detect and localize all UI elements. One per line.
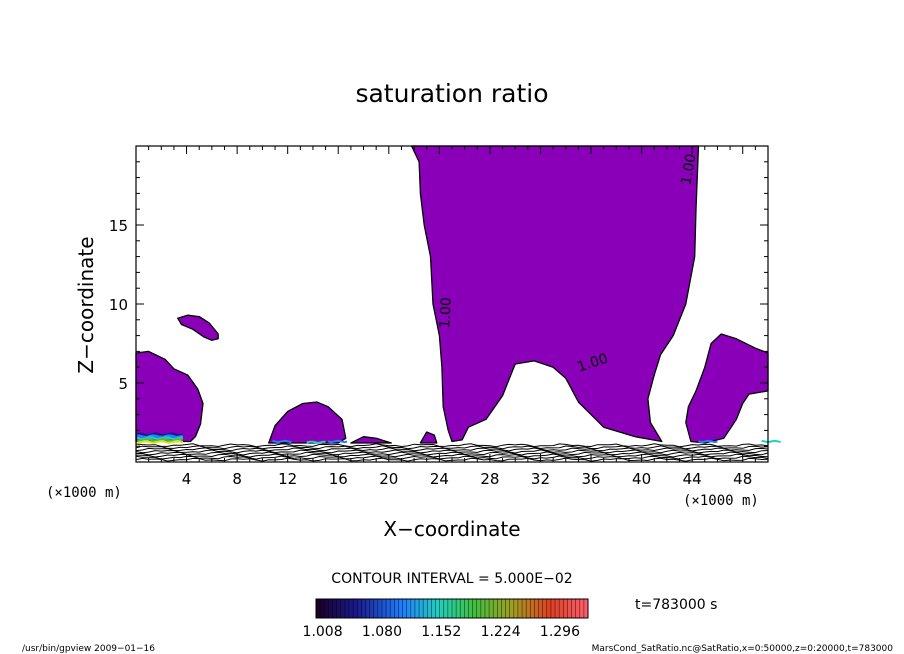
- x-tick-label: 48: [733, 470, 752, 488]
- y-axis-label: Z−coordinate: [74, 236, 98, 373]
- x-tick-label: 8: [232, 470, 242, 488]
- contour-region-left-plume: [135, 350, 204, 443]
- y-ticks: 5 10 15: [109, 145, 768, 463]
- supersaturation-contour: [272, 439, 292, 444]
- contour-region-right-plume: [685, 333, 769, 444]
- x-tick-label: 32: [531, 470, 550, 488]
- x-tick-label: 28: [480, 470, 499, 488]
- x-axis-label: X−coordinate: [383, 517, 520, 541]
- colorbar-tick-label: 1.296: [540, 624, 580, 640]
- supersaturation-contour: [761, 439, 781, 444]
- surface-contour-line: [135, 445, 769, 450]
- x-tick-label: 12: [278, 470, 297, 488]
- time-label: t=783000 s: [635, 597, 717, 613]
- colorbar-tick-label: 1.152: [421, 624, 461, 640]
- x-tick-label: 44: [683, 470, 702, 488]
- surface-contour-line: [135, 453, 769, 458]
- supersaturation-contour: [306, 440, 326, 444]
- supersaturation-contour: [327, 439, 348, 444]
- supersaturation-contour: [137, 436, 183, 441]
- contour-region-surface-bump-1: [350, 436, 392, 444]
- supersaturation-contour: [137, 434, 184, 439]
- contour-interval: CONTOUR INTERVAL = 5.000E−02: [331, 571, 572, 587]
- supersaturation-contour: [137, 438, 183, 442]
- footer-left: /usr/bin/gpview 2009−01−16: [22, 644, 155, 654]
- y-tick-label: 10: [109, 296, 128, 314]
- surface-contour-line: [135, 447, 769, 452]
- x-unit-right: (×1000 m): [683, 493, 759, 509]
- y-tick-label: 15: [109, 217, 128, 235]
- contour-region-central-plume: [410, 145, 700, 443]
- contour-label-top: 1.00: [678, 153, 699, 186]
- x-tick-label: 20: [379, 470, 398, 488]
- supersaturation-contour: [698, 439, 718, 444]
- contour-region-small-blob: [177, 314, 219, 341]
- y-tick-label: 5: [118, 375, 128, 393]
- contour-region-mid-mound: [268, 401, 347, 444]
- x-unit-left: (×1000 m): [46, 485, 122, 501]
- surface-contour-line: [135, 443, 769, 448]
- surface-contour-line: [135, 455, 769, 460]
- colorbar-tick-label: 1.008: [303, 624, 343, 640]
- surface-colored-contours: [137, 432, 781, 444]
- surface-contour-line: [136, 451, 769, 456]
- x-tick-label: 40: [632, 470, 651, 488]
- colorbar-tick-label: 1.224: [481, 624, 521, 640]
- x-tick-label: 16: [329, 470, 348, 488]
- supersaturation-contour: [137, 439, 184, 444]
- colorbar: 1.008 1.080 1.152 1.224 1.296: [303, 598, 589, 640]
- x-tick-label: 24: [430, 470, 449, 488]
- x-tick-label: 4: [182, 470, 192, 488]
- colorbar-stripes: [319, 599, 585, 618]
- contour-label-mid: 1.00: [437, 297, 455, 329]
- footer-right: MarsCond_SatRatio.nc@SatRatio,x=0:50000,…: [592, 644, 894, 654]
- surface-contours: [135, 443, 769, 462]
- x-tick-label: 36: [581, 470, 600, 488]
- colorbar-tick-label: 1.080: [362, 624, 402, 640]
- contour-region-surface-bump-2: [419, 431, 438, 444]
- colorbar-ticks: 1.008 1.080 1.152 1.224 1.296: [303, 624, 581, 640]
- x-ticks: 4 8 12 16 20 24 28 32 36 40 44 48: [135, 146, 769, 488]
- contour-fills: [135, 145, 769, 444]
- supersaturation-contour: [137, 432, 184, 437]
- chart-title: saturation ratio: [355, 79, 548, 108]
